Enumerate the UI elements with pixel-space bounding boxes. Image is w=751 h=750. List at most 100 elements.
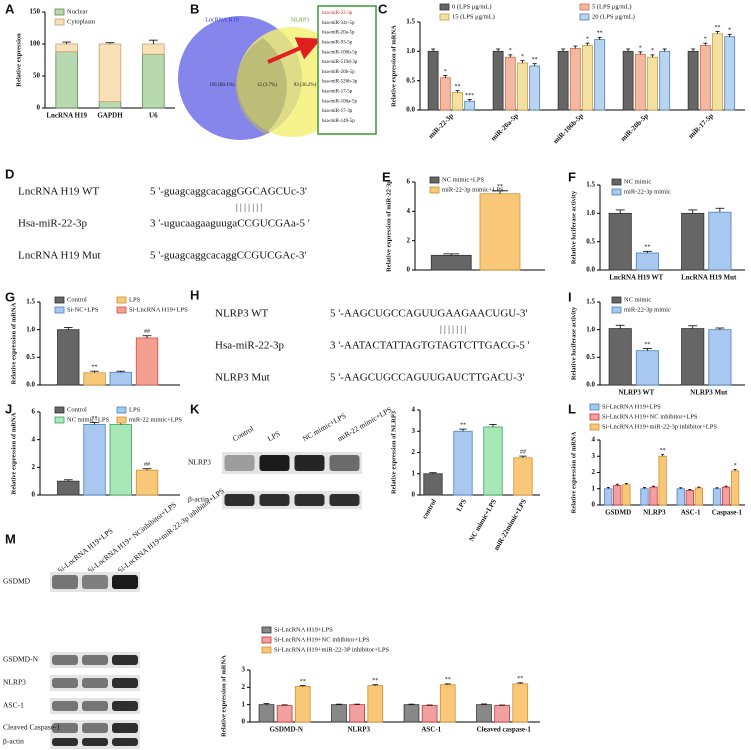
row-label: ASC-1 — [3, 701, 24, 710]
legend-swatch — [116, 306, 127, 314]
x-tick-label: ASC-1 — [681, 509, 701, 517]
bar — [622, 484, 631, 506]
bar — [483, 426, 503, 496]
significance-label: ** — [454, 84, 460, 90]
y-tick-label: 2 — [592, 468, 596, 476]
x-tick-label: LncRNA H19 — [46, 112, 87, 120]
base-pairing: | | | | | | | — [440, 324, 466, 334]
significance-label: ** — [92, 365, 98, 371]
y-tick-label: 4 — [32, 435, 36, 443]
x-tick-label: control — [421, 498, 439, 520]
legend-swatch — [54, 406, 65, 414]
y-tick-label: 0 — [412, 491, 416, 499]
legend-swatch — [611, 188, 622, 196]
bar — [687, 50, 699, 111]
bar — [659, 50, 671, 111]
venn-right-label: NLRP3 — [291, 17, 309, 23]
x-tick-label: miR-20b-5p — [619, 112, 650, 143]
mirna-item: hsa-miR-149-5p — [322, 119, 355, 124]
bar — [423, 473, 443, 496]
bar — [98, 43, 122, 102]
blot-band — [329, 455, 360, 471]
bar — [504, 56, 516, 111]
legend-label: NC mimic — [624, 178, 651, 185]
bar — [517, 62, 528, 111]
bar — [57, 480, 80, 496]
blot-band — [112, 655, 138, 665]
blot-band — [112, 723, 138, 733]
bar — [594, 39, 606, 111]
legend-swatch — [429, 176, 440, 184]
x-tick-label: U6 — [149, 112, 158, 120]
legend-swatch — [611, 306, 622, 314]
y-tick-label: 2 — [407, 236, 411, 244]
bar — [276, 705, 293, 723]
venn-both-count: 12 (3.7%) — [257, 83, 277, 88]
legend-swatch — [261, 646, 272, 654]
significance-label: ** — [532, 57, 538, 63]
blot-strip — [222, 452, 362, 474]
bar — [135, 337, 159, 386]
x-tick-label: NC mimic+LPS — [468, 498, 499, 543]
significance-label: *** — [465, 93, 474, 99]
legend-swatch — [116, 406, 127, 414]
bar — [708, 211, 732, 271]
row-label: GSDMD-N — [3, 655, 39, 664]
bar — [98, 101, 122, 109]
bar — [331, 704, 347, 723]
x-tick-label: GSDMD — [605, 509, 631, 517]
y-axis-label: Relative expression of miR-22-3p — [385, 180, 392, 272]
blot-band — [294, 455, 325, 471]
bar — [142, 43, 165, 55]
blot-band — [82, 655, 108, 665]
legend-label: Nuclear — [67, 8, 88, 15]
blot-band — [112, 701, 138, 711]
legend-swatch — [439, 13, 450, 21]
legend-label: Si-LncRNA H19+miR-22-3p inhibitor+LPS — [602, 423, 717, 430]
panel-letter: M — [5, 531, 16, 546]
bar — [724, 36, 736, 111]
significance-label: ** — [497, 184, 503, 190]
arrow — [267, 37, 322, 64]
sequence: 5 '-AAGCUGCCAGUUGAAGAACUGU-3' — [330, 308, 527, 320]
y-tick-label: 0 — [592, 501, 596, 509]
bar — [608, 212, 632, 271]
bar — [421, 705, 438, 723]
y-tick-label: 2 — [242, 683, 246, 691]
blot-band — [52, 701, 78, 711]
venn-left-count: 195 (60.1%) — [210, 83, 235, 88]
significance-label: ** — [300, 679, 306, 685]
y-tick-label: 1 — [242, 700, 246, 708]
significance-label: ** — [597, 31, 603, 37]
blot-band — [329, 494, 360, 506]
y-tick-label: 0.5 — [26, 353, 35, 361]
legend-swatch — [589, 413, 600, 421]
bar — [635, 252, 659, 271]
bar — [513, 457, 533, 496]
y-tick-label: 1.0 — [586, 325, 595, 333]
panel-letter: F — [568, 169, 576, 184]
panel-letter: H — [190, 287, 199, 302]
mirna-item: hsa-miR-526b-3p — [322, 80, 358, 85]
row-label: NLRP3 — [3, 678, 26, 687]
legend-label: Si-LncRNA H19+NC inhibitor+LPS — [602, 413, 698, 420]
row-label: Cleaved Caspase-1 — [3, 723, 61, 732]
y-tick-label: 3 — [412, 427, 416, 435]
y-tick-label: 0.5 — [406, 76, 415, 84]
legend-swatch — [54, 18, 65, 26]
blot-band — [52, 575, 78, 589]
legend-label: Si-LncRNA H19+LPS — [129, 306, 188, 313]
bar — [479, 193, 521, 271]
x-tick-label: Cleaved caspase-1 — [477, 726, 532, 734]
legend-label: Si-LncRNA H19+miR-22-3P inhibitor+LPS — [274, 646, 389, 653]
legend-swatch — [589, 423, 600, 431]
legend-label: 15 (LPS μg/mL) — [452, 13, 495, 20]
y-tick-label: 6 — [407, 178, 411, 186]
significance-label: * — [651, 48, 654, 54]
legend-label: NC mimic+LPS — [442, 176, 485, 183]
bar — [676, 488, 685, 506]
base-pairing: | | | | | | | — [236, 202, 262, 212]
bar — [55, 43, 78, 53]
legend-label: LPS — [129, 296, 141, 303]
